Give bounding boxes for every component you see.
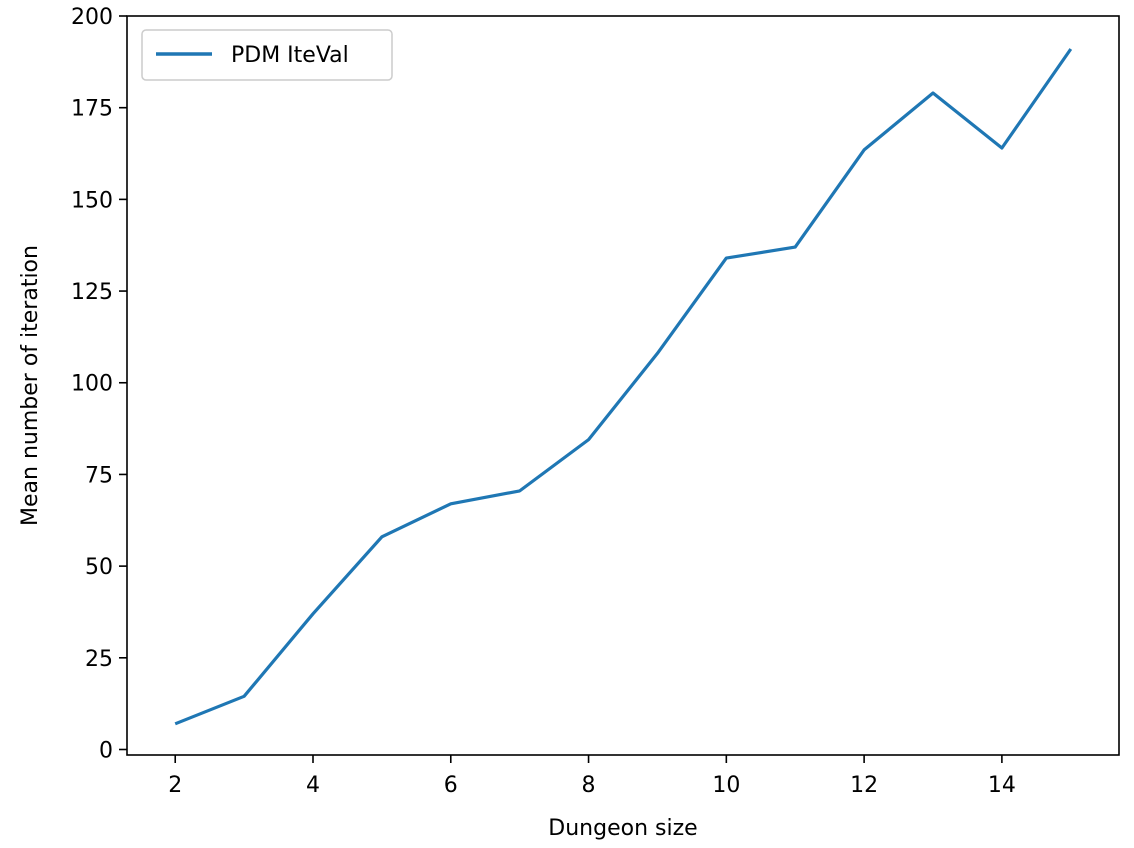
x-tick-label: 14: [988, 773, 1016, 798]
y-axis-ticks: 0 25 50 75 100 125 150 175 200: [71, 5, 127, 763]
legend-box: [141, 29, 393, 81]
series-line: [174, 48, 1073, 726]
y-axis-label: Mean number of iteration: [18, 245, 43, 526]
x-tick-label: 2: [168, 773, 182, 798]
y-tick-label: 50: [85, 555, 113, 580]
x-tick-label: 6: [444, 773, 458, 798]
y-tick-label: 125: [71, 280, 113, 305]
x-tick-label: 8: [582, 773, 596, 798]
series-layer: [174, 48, 1073, 726]
y-tick-label: 0: [99, 738, 113, 763]
y-tick-label: 100: [71, 372, 113, 397]
x-tick-label: 12: [850, 773, 878, 798]
y-tick-label: 150: [71, 188, 113, 213]
y-tick-label: 200: [71, 5, 113, 30]
x-tick-label: 10: [712, 773, 740, 798]
legend-label: PDM IteVal: [231, 43, 349, 68]
plot-frame: [126, 15, 1120, 756]
plot-area: [127, 16, 1119, 755]
x-axis-ticks: 2 4 6 8 10 12 14: [168, 755, 1016, 798]
legend: PDM IteVal: [141, 29, 393, 81]
y-tick-label: 175: [71, 97, 113, 122]
x-tick-label: 4: [306, 773, 320, 798]
y-tick-label: 25: [85, 647, 113, 672]
y-tick-label: 75: [85, 463, 113, 488]
x-axis-label: Dungeon size: [548, 816, 697, 841]
